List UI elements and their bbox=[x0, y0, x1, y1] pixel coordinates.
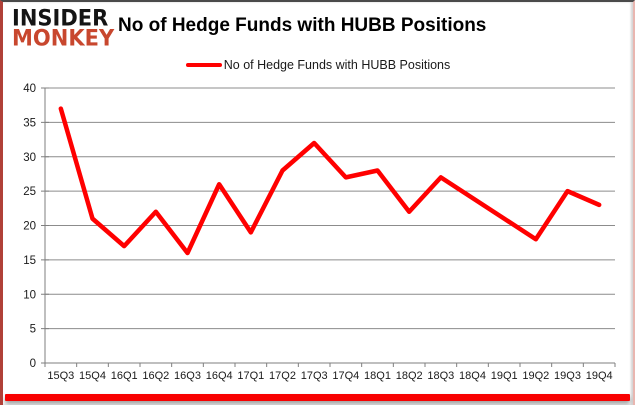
hedge-funds-data-line bbox=[58, 106, 602, 256]
x-axis-tick-label: 17Q3 bbox=[301, 370, 328, 382]
x-axis-tick-label: 19Q3 bbox=[554, 370, 581, 382]
x-axis-tick-label: 16Q3 bbox=[174, 370, 201, 382]
y-axis-tick-label: 0 bbox=[30, 358, 36, 370]
x-axis-tick-label: 18Q3 bbox=[427, 370, 454, 382]
x-axis-tick-label: 18Q1 bbox=[364, 370, 391, 382]
x-axis-tick-label: 17Q2 bbox=[269, 370, 296, 382]
logo-line-monkey: MONKEY bbox=[12, 24, 115, 51]
y-axis-tick-label: 35 bbox=[23, 117, 36, 129]
y-axis-tick-label: 15 bbox=[23, 255, 36, 267]
y-axis-tick-label: 40 bbox=[23, 83, 36, 95]
x-axis-tick-label: 18Q4 bbox=[459, 370, 486, 382]
bottom-red-bar bbox=[5, 394, 630, 401]
x-axis-tick-label: 16Q2 bbox=[142, 370, 169, 382]
legend: No of Hedge Funds with HUBB Positions bbox=[3, 58, 633, 72]
x-axis-tick-label: 16Q4 bbox=[206, 370, 233, 382]
x-axis-tick-label: 19Q2 bbox=[522, 370, 549, 382]
x-axis-tick-label: 17Q4 bbox=[332, 370, 359, 382]
y-axis-tick-label: 5 bbox=[30, 324, 36, 336]
legend-line-swatch bbox=[185, 63, 222, 67]
x-axis-tick-label: 16Q1 bbox=[111, 370, 138, 382]
insider-monkey-logo: INSIDER MONKEY bbox=[12, 5, 115, 51]
x-axis-tick-label: 19Q1 bbox=[491, 370, 518, 382]
x-axis-tick-label: 19Q4 bbox=[586, 370, 613, 382]
y-axis-tick-label: 30 bbox=[23, 152, 36, 164]
x-axis-tick-label: 17Q1 bbox=[237, 370, 264, 382]
logo-line-insider: INSIDER bbox=[12, 5, 109, 31]
legend-label: No of Hedge Funds with HUBB Positions bbox=[223, 58, 451, 72]
page-title: No of Hedge Funds with HUBB Positions bbox=[118, 15, 487, 36]
y-axis-tick-label: 10 bbox=[23, 289, 36, 301]
x-axis-tick-label: 15Q3 bbox=[47, 370, 74, 382]
line-chart: 0 5 10 15 20 25 30 35 40 15Q3 15Q4 16Q1 16Q2 16Q3 16Q4… bbox=[23, 83, 616, 382]
x-axis-tick-label: 15Q4 bbox=[79, 370, 106, 382]
y-axis-tick-label: 25 bbox=[23, 186, 36, 198]
x-axis-tick-label: 18Q2 bbox=[396, 370, 423, 382]
y-axis-tick-label: 20 bbox=[23, 221, 36, 233]
